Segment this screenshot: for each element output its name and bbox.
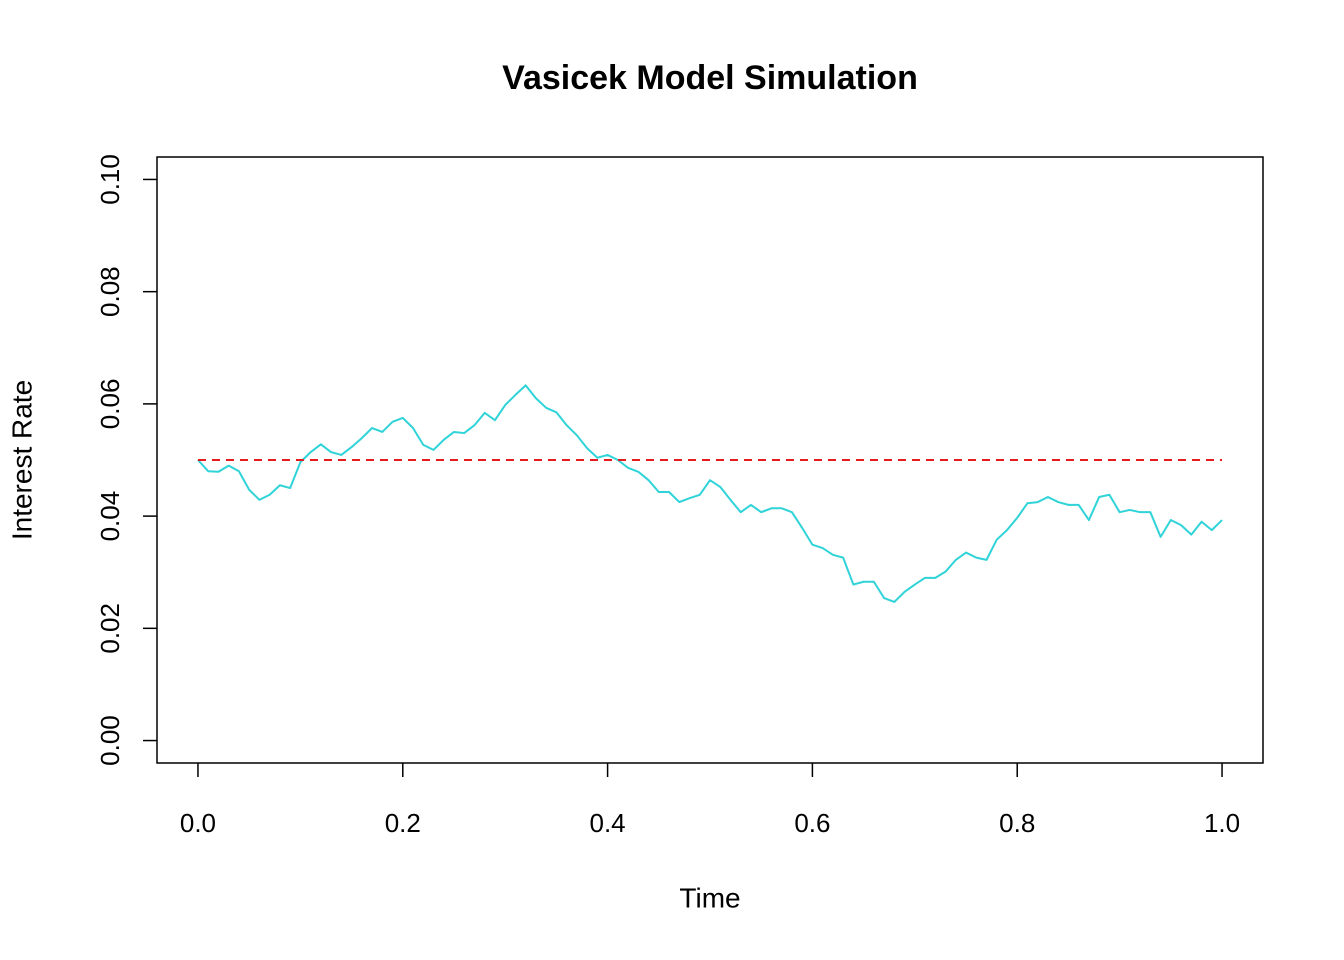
x-tick-label: 0.8 xyxy=(999,808,1035,838)
y-axis-label: Interest Rate xyxy=(6,380,37,540)
chart-title: Vasicek Model Simulation xyxy=(502,59,918,97)
x-axis-label: Time xyxy=(679,882,740,913)
x-tick-label: 0.0 xyxy=(180,808,216,838)
x-tick-label: 0.6 xyxy=(794,808,830,838)
plot-frame xyxy=(156,156,1264,764)
x-tick-label: 0.2 xyxy=(385,808,421,838)
y-tick-label: 0.02 xyxy=(95,603,125,654)
x-tick-label: 0.4 xyxy=(590,808,626,838)
y-tick-label: 0.06 xyxy=(95,379,125,430)
series-line xyxy=(197,384,1223,603)
y-tick-label: 0.10 xyxy=(95,154,125,205)
y-tick-label: 0.08 xyxy=(95,266,125,317)
x-tick-label: 1.0 xyxy=(1204,808,1240,838)
y-tick-label: 0.00 xyxy=(95,715,125,766)
y-tick-label: 0.04 xyxy=(95,491,125,542)
